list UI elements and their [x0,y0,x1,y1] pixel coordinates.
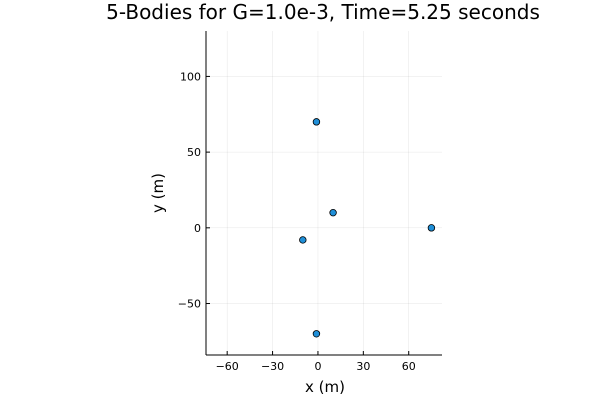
chart-title: 5-Bodies for G=1.0e-3, Time=5.25 seconds [106,0,540,24]
data-point [329,208,337,217]
x-tick-label: 30 [356,360,370,373]
data-point [427,224,436,232]
grid-layer [206,31,442,355]
y-tick-label: 0 [194,222,201,235]
y-tick-label: 50 [187,146,201,159]
x-tick-label: 60 [402,360,416,373]
x-tick-label: −60 [216,360,239,373]
y-axis-label: y (m) [149,173,167,213]
x-axis-label: x (m) [305,378,345,396]
axes-layer [205,31,442,356]
points-layer [299,118,436,338]
data-point [299,236,307,244]
data-point [312,118,321,126]
data-point [312,330,321,338]
x-tick-label: −30 [261,360,284,373]
tick-layer: −60 −30 0 30 60 −50 0 50 100 [178,70,416,373]
x-tick-label: 0 [314,360,321,373]
y-tick-label: −50 [178,298,201,311]
y-tick-label: 100 [180,70,201,83]
